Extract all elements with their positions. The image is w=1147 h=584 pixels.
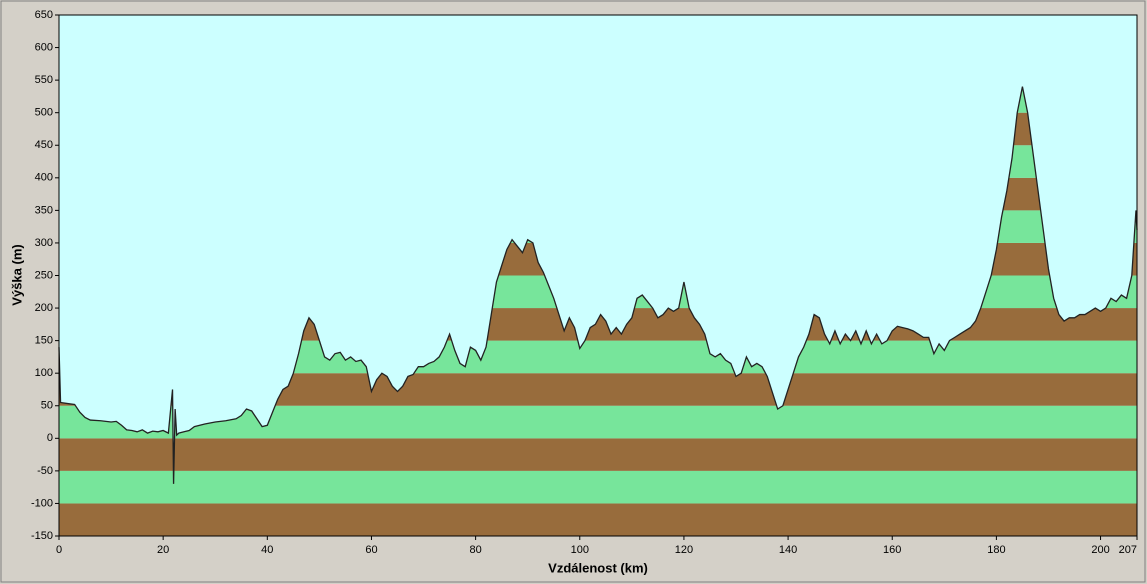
x-tick-label: 80 (469, 544, 481, 556)
y-tick-label: 300 (35, 237, 53, 249)
y-axis-label: Výška (m) (9, 244, 24, 305)
x-tick-label: 120 (675, 544, 693, 556)
y-tick-label: 450 (35, 139, 53, 151)
y-tick-label: 50 (41, 400, 53, 412)
y-tick-label: 0 (47, 432, 53, 444)
band (59, 470, 1137, 504)
y-tick-label: -150 (31, 530, 53, 542)
x-tick-label: 0 (56, 544, 62, 556)
x-tick-label: 200 (1091, 544, 1109, 556)
y-tick-label: 100 (35, 367, 53, 379)
x-tick-label: 140 (779, 544, 797, 556)
y-tick-label: -50 (37, 465, 53, 477)
x-tick-label: 207 (1119, 544, 1137, 556)
x-tick-label: 60 (365, 544, 377, 556)
x-tick-label: 160 (883, 544, 901, 556)
y-tick-label: -100 (31, 497, 53, 509)
y-tick-label: 500 (35, 107, 53, 119)
x-tick-label: 180 (987, 544, 1005, 556)
y-tick-label: 400 (35, 172, 53, 184)
band (59, 503, 1137, 536)
y-tick-label: 200 (35, 302, 53, 314)
x-tick-label: 20 (157, 544, 169, 556)
x-tick-label: 40 (261, 544, 273, 556)
x-axis-label: Vzdálenost (km) (548, 560, 648, 575)
band (59, 438, 1137, 471)
x-tick-label: 100 (571, 544, 589, 556)
profile-line (58, 86, 1138, 484)
y-tick-label: 550 (35, 74, 53, 86)
y-tick-label: 150 (35, 335, 53, 347)
y-tick-label: 250 (35, 269, 53, 281)
y-tick-label: 600 (35, 41, 53, 53)
y-tick-label: 650 (35, 9, 53, 21)
y-tick-label: 350 (35, 204, 53, 216)
